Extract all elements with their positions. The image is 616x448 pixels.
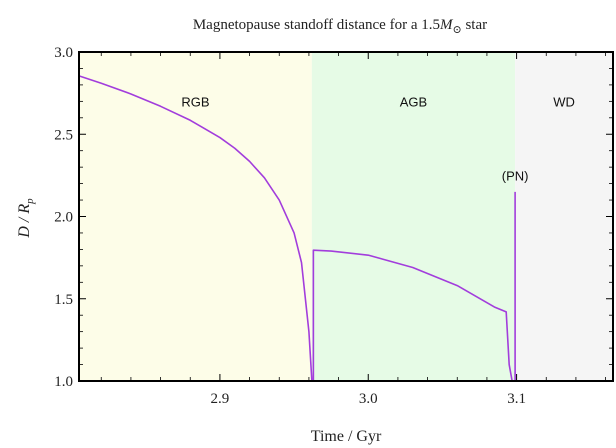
region-label-rgb: RGB	[181, 94, 209, 109]
axis-ticks: 2.9 3.0 3.1 1.0 1.5 2.0 2.5 3.0	[54, 45, 613, 407]
region-rgb-band	[79, 52, 312, 381]
y-axis-label-subscript: p	[24, 198, 36, 205]
y-axis-label-main: D / R	[16, 204, 33, 239]
x-axis-label: Time / Gyr	[311, 428, 382, 445]
chart-title-suffix: star	[462, 17, 487, 33]
chart-title: Magnetopause standoff distance for a 1.5…	[193, 17, 487, 36]
y-tick-label: 1.5	[54, 292, 73, 308]
chart-title-prefix: Magnetopause standoff distance for a 1.5	[193, 17, 440, 33]
region-labels: RGB AGB WD (PN)	[181, 94, 575, 183]
y-tick-label: 3.0	[54, 45, 73, 61]
x-tick-label: 2.9	[211, 391, 230, 407]
y-tick-label: 2.0	[54, 210, 73, 226]
y-tick-label: 1.0	[54, 374, 73, 390]
chart-title-subscript: ⊙	[453, 24, 462, 36]
chart-title-symbol: M	[439, 17, 454, 33]
y-axis-label: D / Rp	[16, 198, 36, 239]
phase-regions	[79, 52, 613, 381]
series-line-segment	[78, 75, 313, 382]
x-tick-label: 3.0	[359, 391, 378, 407]
y-tick-label: 2.5	[54, 127, 73, 143]
region-label-wd: WD	[553, 94, 575, 109]
region-agb-band	[311, 52, 516, 381]
region-wd-band	[515, 52, 613, 381]
annotation-label: (PN)	[502, 168, 529, 183]
x-tick-label: 3.1	[507, 391, 526, 407]
region-label-agb: AGB	[400, 94, 427, 109]
